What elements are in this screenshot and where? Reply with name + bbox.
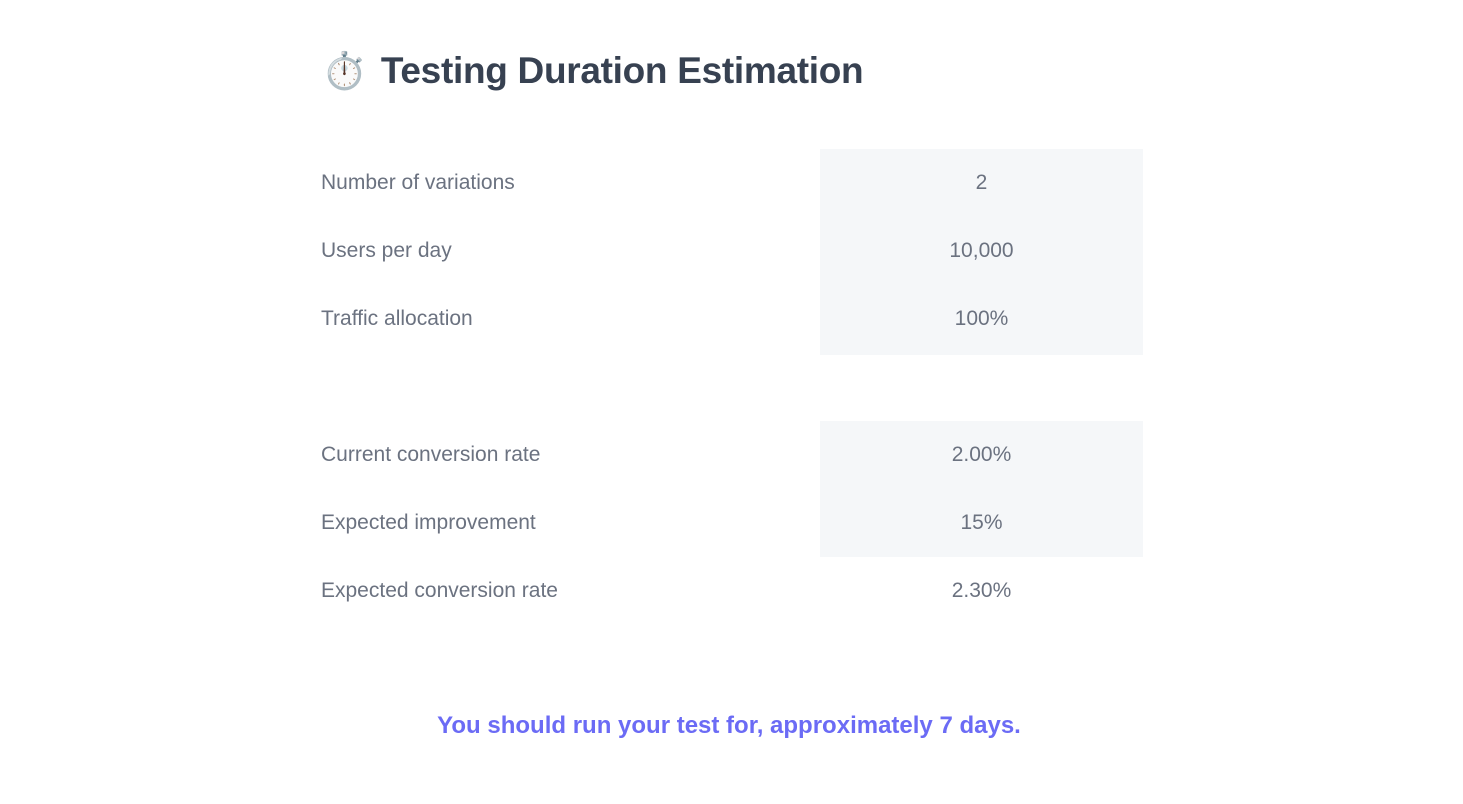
traffic-allocation-row: Traffic allocation 100% [321, 285, 1143, 353]
variations-input[interactable]: 2 [975, 171, 988, 194]
traffic-allocation-label: Traffic allocation [321, 307, 473, 330]
stopwatch-icon: ⏱️ [322, 50, 367, 91]
users-per-day-label: Users per day [321, 239, 452, 262]
current-conversion-row: Current conversion rate 2.00% [321, 421, 1143, 489]
duration-result: You should run your test for, approximat… [437, 712, 1021, 739]
users-per-day-row: Users per day 10,000 [321, 217, 1143, 285]
variations-label: Number of variations [321, 171, 515, 194]
expected-improvement-input[interactable]: 15% [960, 511, 1003, 534]
variations-row: Number of variations 2 [321, 149, 1143, 217]
traffic-inputs-background [820, 149, 1143, 355]
current-conversion-input[interactable]: 2.00% [951, 443, 1012, 466]
conversion-inputs-background [820, 421, 1143, 557]
expected-improvement-label: Expected improvement [321, 511, 536, 534]
traffic-allocation-input[interactable]: 100% [954, 307, 1009, 330]
traffic-settings: Number of variations 2 Users per day 10,… [321, 149, 1143, 355]
users-per-day-input[interactable]: 10,000 [949, 239, 1014, 262]
expected-conversion-row: Expected conversion rate 2.30% [321, 557, 1143, 625]
expected-conversion-value: 2.30% [951, 579, 1012, 602]
page-title: ⏱️ Testing Duration Estimation [322, 46, 864, 96]
current-conversion-label: Current conversion rate [321, 443, 541, 466]
conversion-settings: Current conversion rate 2.00% Expected i… [321, 421, 1143, 625]
page-title-text: Testing Duration Estimation [380, 50, 864, 91]
expected-conversion-label: Expected conversion rate [321, 579, 558, 602]
expected-improvement-row: Expected improvement 15% [321, 489, 1143, 557]
